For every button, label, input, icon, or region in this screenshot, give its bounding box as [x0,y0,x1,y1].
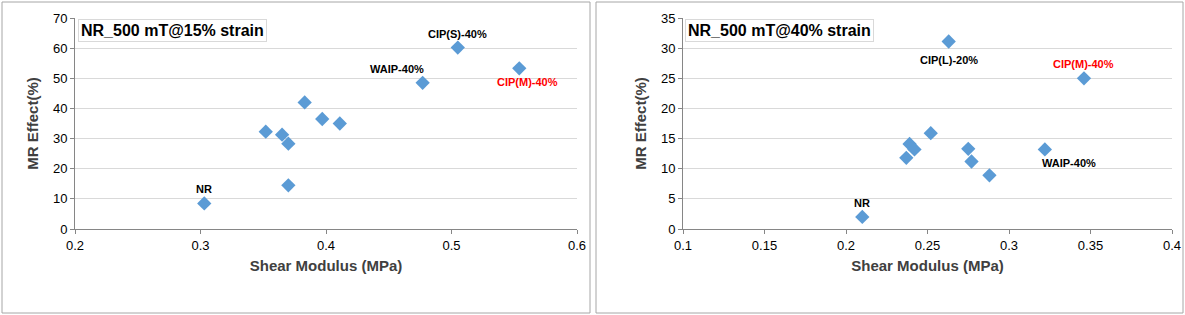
svg-text:0: 0 [668,222,675,237]
svg-text:CIP(S)-40%: CIP(S)-40% [428,28,487,40]
svg-text:0.3: 0.3 [1000,238,1018,253]
svg-text:0.25: 0.25 [915,238,940,253]
svg-text:50: 50 [53,71,67,86]
svg-text:10: 10 [53,191,67,206]
svg-text:0.6: 0.6 [568,238,586,253]
svg-text:NR_500 mT@40% strain: NR_500 mT@40% strain [688,22,871,39]
svg-text:20: 20 [661,101,675,116]
svg-text:NR: NR [854,197,870,209]
svg-text:0.35: 0.35 [1078,238,1103,253]
svg-text:30: 30 [661,41,675,56]
svg-text:CIP(M)-40%: CIP(M)-40% [497,76,558,88]
svg-text:15: 15 [661,131,675,146]
svg-text:NR_500 mT@15% strain: NR_500 mT@15% strain [81,22,264,39]
svg-text:40: 40 [53,101,67,116]
svg-text:MR Effect(%): MR Effect(%) [24,77,41,170]
svg-text:20: 20 [53,161,67,176]
svg-text:0.2: 0.2 [837,238,855,253]
svg-text:MR Effect(%): MR Effect(%) [632,77,649,170]
svg-text:35: 35 [661,11,675,26]
svg-text:NR: NR [196,183,212,195]
svg-text:25: 25 [661,71,675,86]
svg-text:0.3: 0.3 [191,238,209,253]
svg-text:10: 10 [661,161,675,176]
svg-text:WAIP-40%: WAIP-40% [370,63,424,75]
svg-text:CIP(M)-40%: CIP(M)-40% [1053,58,1114,70]
svg-text:0.4: 0.4 [1163,238,1181,253]
svg-text:0.4: 0.4 [317,238,335,253]
svg-text:0.5: 0.5 [442,238,460,253]
svg-text:Shear Modulus (MPa): Shear Modulus (MPa) [250,257,403,274]
svg-text:WAIP-40%: WAIP-40% [1042,157,1096,169]
svg-text:5: 5 [668,191,675,206]
svg-text:60: 60 [53,41,67,56]
svg-text:0.15: 0.15 [752,238,777,253]
svg-text:70: 70 [53,11,67,26]
svg-text:30: 30 [53,131,67,146]
svg-text:0.2: 0.2 [66,238,84,253]
svg-text:Shear Modulus (MPa): Shear Modulus (MPa) [851,257,1004,274]
svg-text:0.1: 0.1 [674,238,692,253]
svg-text:CIP(L)-20%: CIP(L)-20% [920,54,978,66]
svg-text:0: 0 [60,222,67,237]
